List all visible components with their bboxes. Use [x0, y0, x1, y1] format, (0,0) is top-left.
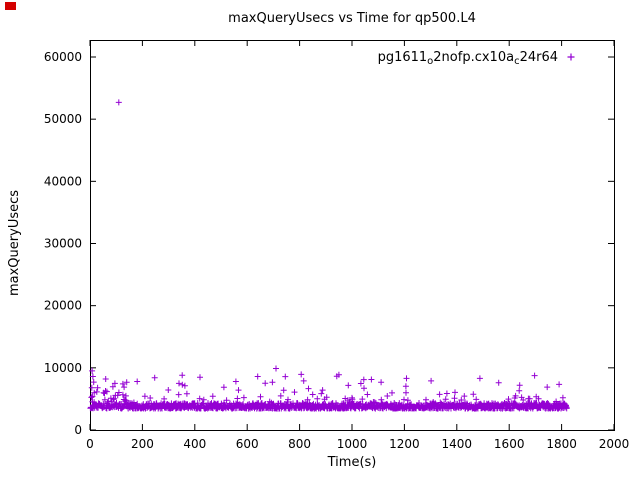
- legend-marker-plus: [567, 53, 575, 61]
- y-tick-label: 30000: [44, 237, 82, 251]
- x-tick-label: 1000: [337, 437, 368, 451]
- x-tick-label: 2000: [599, 437, 630, 451]
- x-tick-label: 800: [288, 437, 311, 451]
- x-tick-label: 0: [86, 437, 94, 451]
- chart-title: maxQueryUsecs vs Time for qp500.L4: [228, 11, 476, 26]
- x-tick-label: 400: [183, 437, 206, 451]
- legend: pg1611o2nofp.cx10ac24r64: [378, 50, 575, 67]
- x-tick-label: 1200: [389, 437, 420, 451]
- x-tick-label: 1600: [494, 437, 525, 451]
- y-tick-label: 0: [74, 423, 82, 437]
- x-axis-label: Time(s): [327, 455, 377, 470]
- x-tick-label: 200: [131, 437, 154, 451]
- y-tick-label: 50000: [44, 112, 82, 126]
- scatter-points: [87, 99, 570, 412]
- y-tick-label: 40000: [44, 174, 82, 188]
- y-axis-label: maxQueryUsecs: [7, 190, 22, 296]
- legend-label: pg1611o2nofp.cx10ac24r64: [378, 50, 558, 67]
- plot-border: [90, 40, 615, 431]
- y-tick-label: 60000: [44, 50, 82, 64]
- x-tick-label: 600: [236, 437, 259, 451]
- axis-ticks: 0 200 400 600 800 1000 1200 1400 1600 1800 2000010…: [44, 40, 629, 451]
- x-tick-label: 1800: [546, 437, 577, 451]
- y-tick-label: 20000: [44, 299, 82, 313]
- y-tick-label: 10000: [44, 361, 82, 375]
- scatter-series: [87, 99, 570, 412]
- x-tick-label: 1400: [442, 437, 473, 451]
- corner-red-mark: [5, 2, 16, 10]
